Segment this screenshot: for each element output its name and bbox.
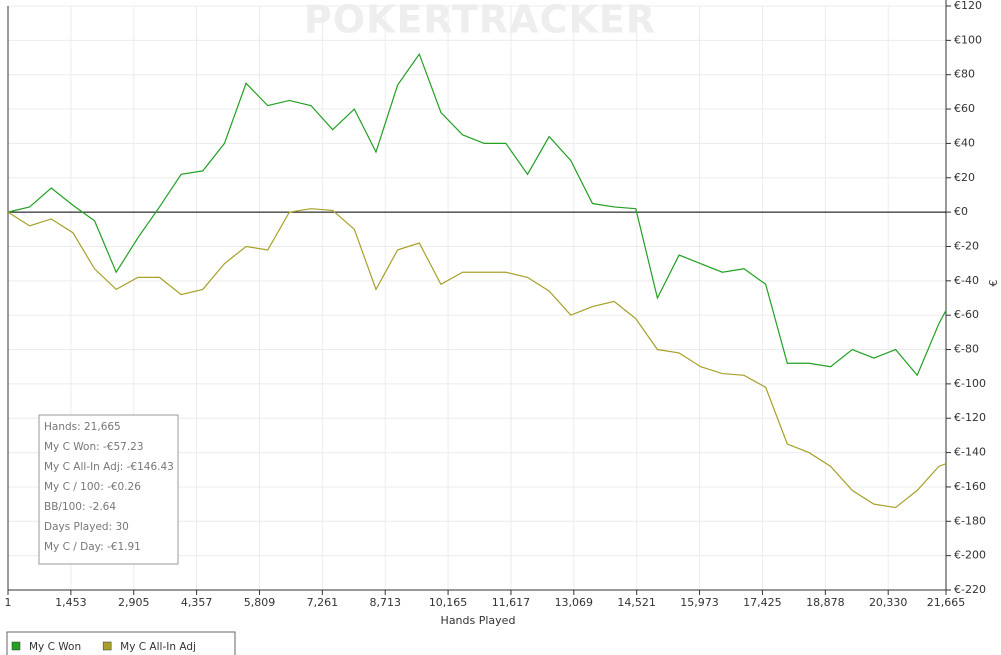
y-tick-label: €40 <box>954 136 975 149</box>
series-line <box>7 52 947 377</box>
legend-label: My C Won <box>29 641 81 653</box>
x-tick-label: 8,713 <box>369 596 401 609</box>
x-tick-label: 21,665 <box>927 596 966 609</box>
series-line <box>7 208 947 509</box>
y-tick-label: €80 <box>954 68 975 81</box>
x-tick-label: 13,069 <box>555 596 594 609</box>
x-tick-label: 11,617 <box>492 596 531 609</box>
y-tick-label: €-100 <box>954 377 986 390</box>
x-tick-label: 1,453 <box>55 596 87 609</box>
legend-label: My C All-In Adj <box>120 641 196 653</box>
y-tick-label: €-220 <box>954 583 986 596</box>
stats-text: My C All-In Adj: -€146.43 <box>44 461 174 473</box>
x-axis-label: Hands Played <box>441 614 516 627</box>
x-tick-label: 14,521 <box>617 596 656 609</box>
x-tick-label: 18,878 <box>806 596 845 609</box>
y-tick-label: €0 <box>954 205 968 218</box>
y-tick-label: €100 <box>954 33 982 46</box>
stats-text: BB/100: -2.64 <box>44 501 116 513</box>
stats-box <box>38 414 179 565</box>
x-tick-label: 4,357 <box>181 596 213 609</box>
y-tick-label: €-120 <box>954 411 986 424</box>
x-tick-label: 17,425 <box>743 596 782 609</box>
y-tick-label: €-20 <box>954 239 979 252</box>
x-tick-label: 20,330 <box>869 596 908 609</box>
watermark: POKERTRACKER <box>304 0 656 42</box>
y-axis-label: € <box>987 280 1000 287</box>
stats-text: Days Played: 30 <box>44 521 129 533</box>
x-tick-label: 15,973 <box>680 596 719 609</box>
stats-text: My C / Day: -€1.91 <box>44 541 141 553</box>
stats-text: My C / 100: -€0.26 <box>44 481 141 493</box>
legend-box <box>6 631 236 655</box>
y-tick-label: €-80 <box>954 343 979 356</box>
y-tick-label: €-60 <box>954 308 979 321</box>
y-tick-label: €-180 <box>954 514 986 527</box>
legend-swatch <box>102 641 112 651</box>
stats-text: Hands: 21,665 <box>44 421 121 433</box>
x-tick-label: 5,809 <box>244 596 276 609</box>
y-tick-label: €-160 <box>954 480 986 493</box>
x-tick-label: 1 <box>5 596 12 609</box>
x-tick-label: 2,905 <box>118 596 150 609</box>
stats-text: My C Won: -€57.23 <box>44 441 144 453</box>
y-tick-label: €20 <box>954 171 975 184</box>
y-tick-label: €120 <box>954 0 982 12</box>
y-tick-label: €60 <box>954 102 975 115</box>
x-tick-label: 10,165 <box>429 596 468 609</box>
y-tick-label: €-140 <box>954 446 986 459</box>
x-tick-label: 7,261 <box>307 596 339 609</box>
y-tick-label: €-200 <box>954 549 986 562</box>
y-tick-label: €-40 <box>954 274 979 287</box>
legend-swatch <box>11 641 21 651</box>
